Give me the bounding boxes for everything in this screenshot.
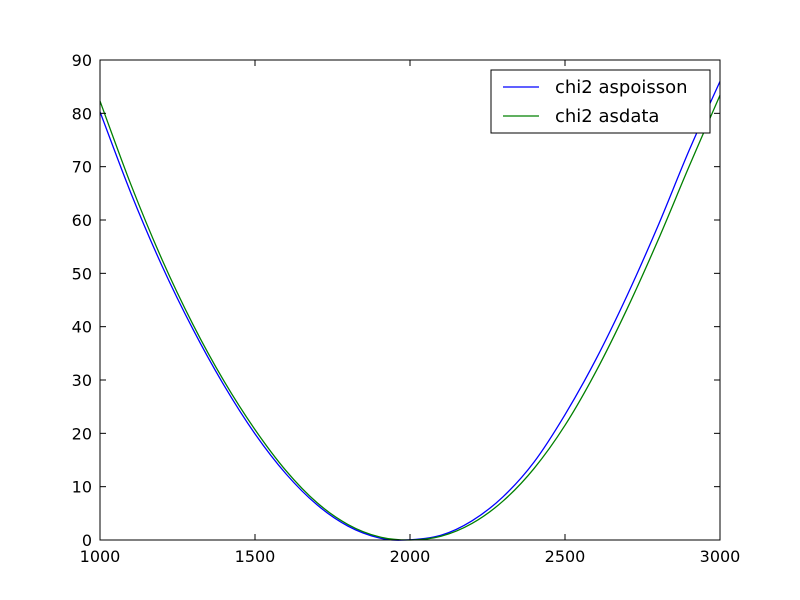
x-tick-label: 2500 [545, 547, 586, 566]
legend: chi2 aspoisson chi2 asdata [490, 69, 711, 134]
x-tick-label: 1000 [80, 547, 121, 566]
y-tick-label: 20 [72, 424, 92, 443]
x-tick-label: 3000 [700, 547, 741, 566]
legend-label-asdata: chi2 asdata [555, 106, 659, 127]
legend-label-aspoisson: chi2 aspoisson [555, 77, 688, 98]
y-tick-label: 10 [72, 478, 92, 497]
y-tick-label: 0 [82, 531, 92, 550]
y-tick-label: 90 [72, 51, 92, 70]
x-axis: 1000 1500 2000 2500 3000 [80, 60, 741, 566]
plot-area [100, 60, 720, 540]
y-axis: 0 10 20 30 40 50 60 70 80 90 [72, 51, 720, 550]
y-tick-label: 50 [72, 264, 92, 283]
x-tick-label: 1500 [235, 547, 276, 566]
x-tick-label: 2000 [390, 547, 431, 566]
y-tick-label: 60 [72, 211, 92, 230]
y-tick-label: 30 [72, 371, 92, 390]
y-tick-label: 70 [72, 158, 92, 177]
y-tick-label: 80 [72, 104, 92, 123]
legend-box [490, 69, 711, 134]
y-tick-label: 40 [72, 318, 92, 337]
